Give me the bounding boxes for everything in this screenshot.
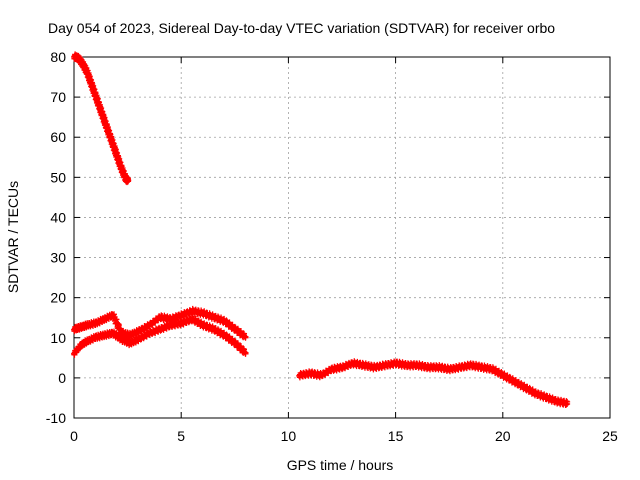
x-tick-label: 5 <box>177 428 185 444</box>
y-tick-label: 60 <box>50 129 66 145</box>
x-tick-label: 15 <box>388 428 404 444</box>
y-tick-label: 20 <box>50 290 66 306</box>
y-tick-label: 10 <box>50 330 66 346</box>
y-tick-label: 70 <box>50 89 66 105</box>
data-point-marker <box>124 178 131 185</box>
data-point-marker <box>242 334 249 341</box>
y-tick-label: 40 <box>50 209 66 225</box>
plot-frame <box>73 56 611 419</box>
data-point-marker <box>242 350 249 357</box>
y-tick-label: 30 <box>50 250 66 266</box>
x-tick-label: 0 <box>70 428 78 444</box>
grid-lines <box>74 57 610 418</box>
x-tick-label: 25 <box>602 428 618 444</box>
data-point-marker <box>564 400 571 407</box>
y-tick-label: -10 <box>46 410 66 426</box>
x-tick-label: 10 <box>281 428 297 444</box>
x-axis-label: GPS time / hours <box>287 457 394 473</box>
y-axis-label: SDTVAR / TECUs <box>5 181 21 293</box>
y-tick-label: 80 <box>50 49 66 65</box>
y-tick-label: 50 <box>50 169 66 185</box>
data-points <box>71 51 571 409</box>
chart-title: Day 054 of 2023, Sidereal Day-to-day VTE… <box>48 20 555 36</box>
y-tick-label: 0 <box>58 370 66 386</box>
x-tick-label: 20 <box>495 428 511 444</box>
